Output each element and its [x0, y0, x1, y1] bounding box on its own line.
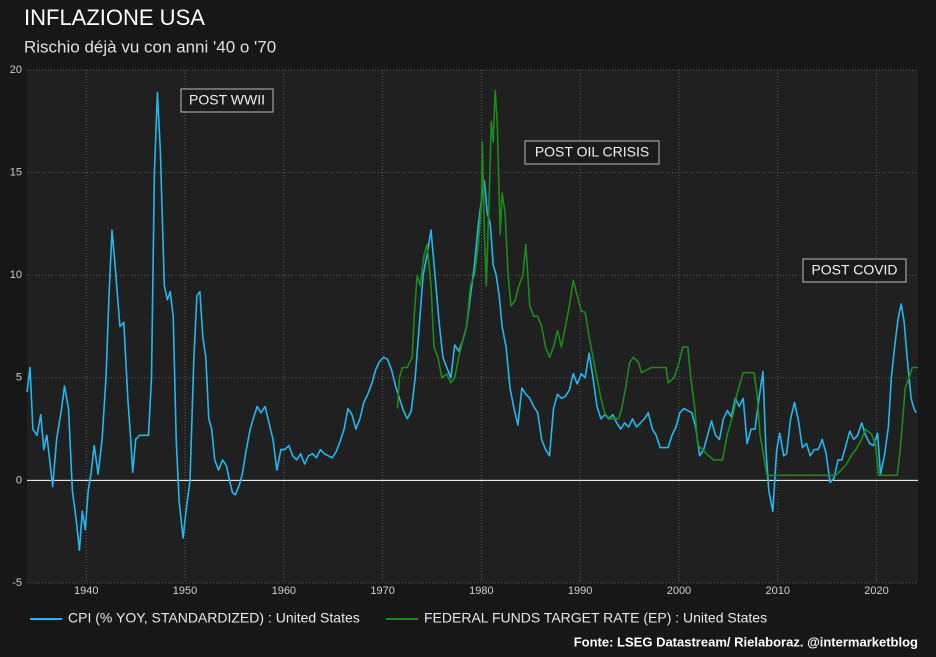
y-tick-label: -5 — [12, 577, 22, 589]
legend-label: FEDERAL FUNDS TARGET RATE (EP) : United … — [424, 610, 767, 626]
y-tick-label: 10 — [10, 269, 22, 281]
source: Fonte: LSEG Datastream/ Rielaboraz. @int… — [574, 634, 918, 649]
legend-label: CPI (% YOY, STANDARDIZED) : United State… — [68, 610, 360, 626]
x-tick-label: 1960 — [272, 585, 296, 597]
x-tick-label: 2010 — [765, 585, 789, 597]
annotation: POST OIL CRISIS — [535, 144, 649, 160]
x-tick-label: 1990 — [568, 585, 592, 597]
annotation: POST WWII — [189, 92, 265, 108]
annotation-box — [180, 88, 274, 113]
chart-title: INFLAZIONE USA — [24, 5, 205, 30]
chart-subtitle: Rischio déjà vu con anni '40 o '70 — [24, 37, 276, 56]
x-tick-label: 2000 — [667, 585, 691, 597]
x-tick-label: 1970 — [370, 585, 394, 597]
y-tick-label: 20 — [10, 64, 22, 76]
y-tick-label: 15 — [10, 167, 22, 179]
x-tick-label: 1980 — [469, 585, 493, 597]
annotation-box — [524, 140, 660, 165]
x-tick-label: 2020 — [864, 585, 888, 597]
y-tick-label: 0 — [16, 474, 22, 486]
x-tick-label: 1940 — [74, 585, 98, 597]
annotation: POST COVID — [811, 262, 897, 278]
annotation-box — [802, 258, 907, 283]
y-tick-label: 5 — [16, 372, 22, 384]
x-tick-label: 1950 — [173, 585, 197, 597]
data-line — [396, 89, 918, 477]
